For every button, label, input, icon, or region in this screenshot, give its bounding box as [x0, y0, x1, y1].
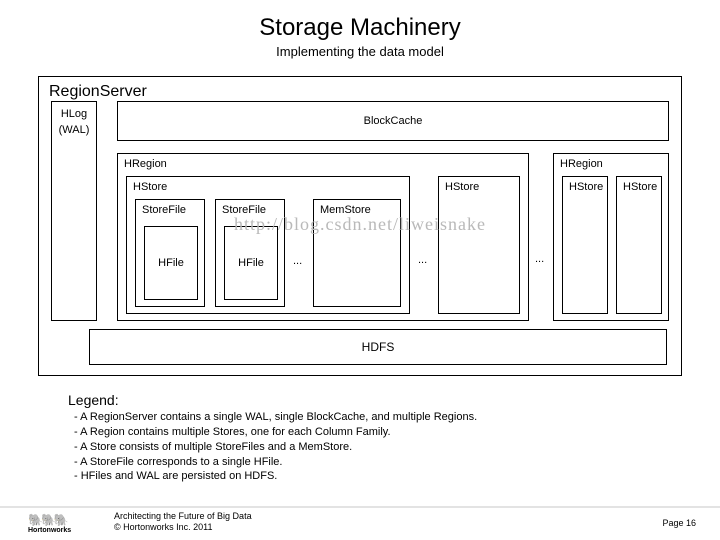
hregion-2-label: HRegion	[554, 154, 668, 174]
page-number: Page 16	[662, 518, 696, 528]
hfile-1-box: HFile	[144, 226, 198, 300]
hstore-4-box: HStore	[616, 176, 662, 314]
blockcache-box: BlockCache	[117, 101, 669, 141]
hstore-1-label: HStore	[127, 177, 409, 197]
hregion-2-box: HRegion HStore HStore	[553, 153, 669, 321]
storefile-1-label: StoreFile	[136, 200, 204, 220]
brand-logo: 🐘🐘🐘 Hortonworks	[28, 513, 71, 534]
legend-item: - A RegionServer contains a single WAL, …	[74, 410, 628, 425]
hlog-box: HLog (WAL)	[51, 101, 97, 321]
storefile-1-box: StoreFile HFile	[135, 199, 205, 307]
hdfs-box: HDFS	[89, 329, 667, 365]
footer-text: Architecting the Future of Big Data © Ho…	[114, 511, 252, 534]
hlog-label-1: HLog	[52, 102, 96, 124]
storefile-2-box: StoreFile HFile	[215, 199, 285, 307]
storefile-2-label: StoreFile	[216, 200, 284, 220]
legend: Legend: - A RegionServer contains a sing…	[68, 392, 628, 484]
hstore-2-box: HStore	[438, 176, 520, 314]
footer-divider	[0, 506, 720, 508]
slide-title: Storage Machinery	[0, 0, 720, 42]
legend-title: Legend:	[68, 392, 628, 408]
hstore-2-label: HStore	[439, 177, 519, 197]
slide-subtitle: Implementing the data model	[0, 42, 720, 59]
memstore-box: MemStore	[313, 199, 401, 307]
legend-list: - A RegionServer contains a single WAL, …	[68, 408, 628, 484]
footer-line-1: Architecting the Future of Big Data	[114, 511, 252, 522]
legend-item: - A Store consists of multiple StoreFile…	[74, 440, 628, 455]
ellipsis-3: ...	[535, 253, 544, 265]
hfile-2-label: HFile	[238, 257, 264, 269]
brand-name: Hortonworks	[28, 527, 71, 534]
slide: Storage Machinery Implementing the data …	[0, 0, 720, 540]
hregion-1-box: HRegion HStore StoreFile HFile StoreFile…	[117, 153, 529, 321]
hdfs-label: HDFS	[362, 340, 395, 354]
hstore-3-label: HStore	[563, 177, 607, 197]
elephant-icon: 🐘🐘🐘	[28, 513, 71, 527]
legend-item: - A StoreFile corresponds to a single HF…	[74, 455, 628, 470]
hstore-3-box: HStore	[562, 176, 608, 314]
hfile-1-label: HFile	[158, 257, 184, 269]
hlog-label-2: (WAL)	[52, 124, 96, 140]
ellipsis-1: ...	[293, 255, 302, 267]
footer-line-2: © Hortonworks Inc. 2011	[114, 522, 252, 533]
legend-item: - A Region contains multiple Stores, one…	[74, 425, 628, 440]
memstore-label: MemStore	[314, 200, 400, 220]
hstore-4-label: HStore	[617, 177, 661, 197]
ellipsis-2: ...	[418, 254, 427, 266]
architecture-diagram: RegionServer HLog (WAL) BlockCache HRegi…	[38, 76, 682, 376]
footer: 🐘🐘🐘 Hortonworks Architecting the Future …	[0, 496, 720, 540]
blockcache-label: BlockCache	[364, 115, 423, 127]
hstore-1-box: HStore StoreFile HFile StoreFile HFile .…	[126, 176, 410, 314]
hregion-1-label: HRegion	[118, 154, 528, 174]
legend-item: - HFiles and WAL are persisted on HDFS.	[74, 469, 628, 484]
hfile-2-box: HFile	[224, 226, 278, 300]
